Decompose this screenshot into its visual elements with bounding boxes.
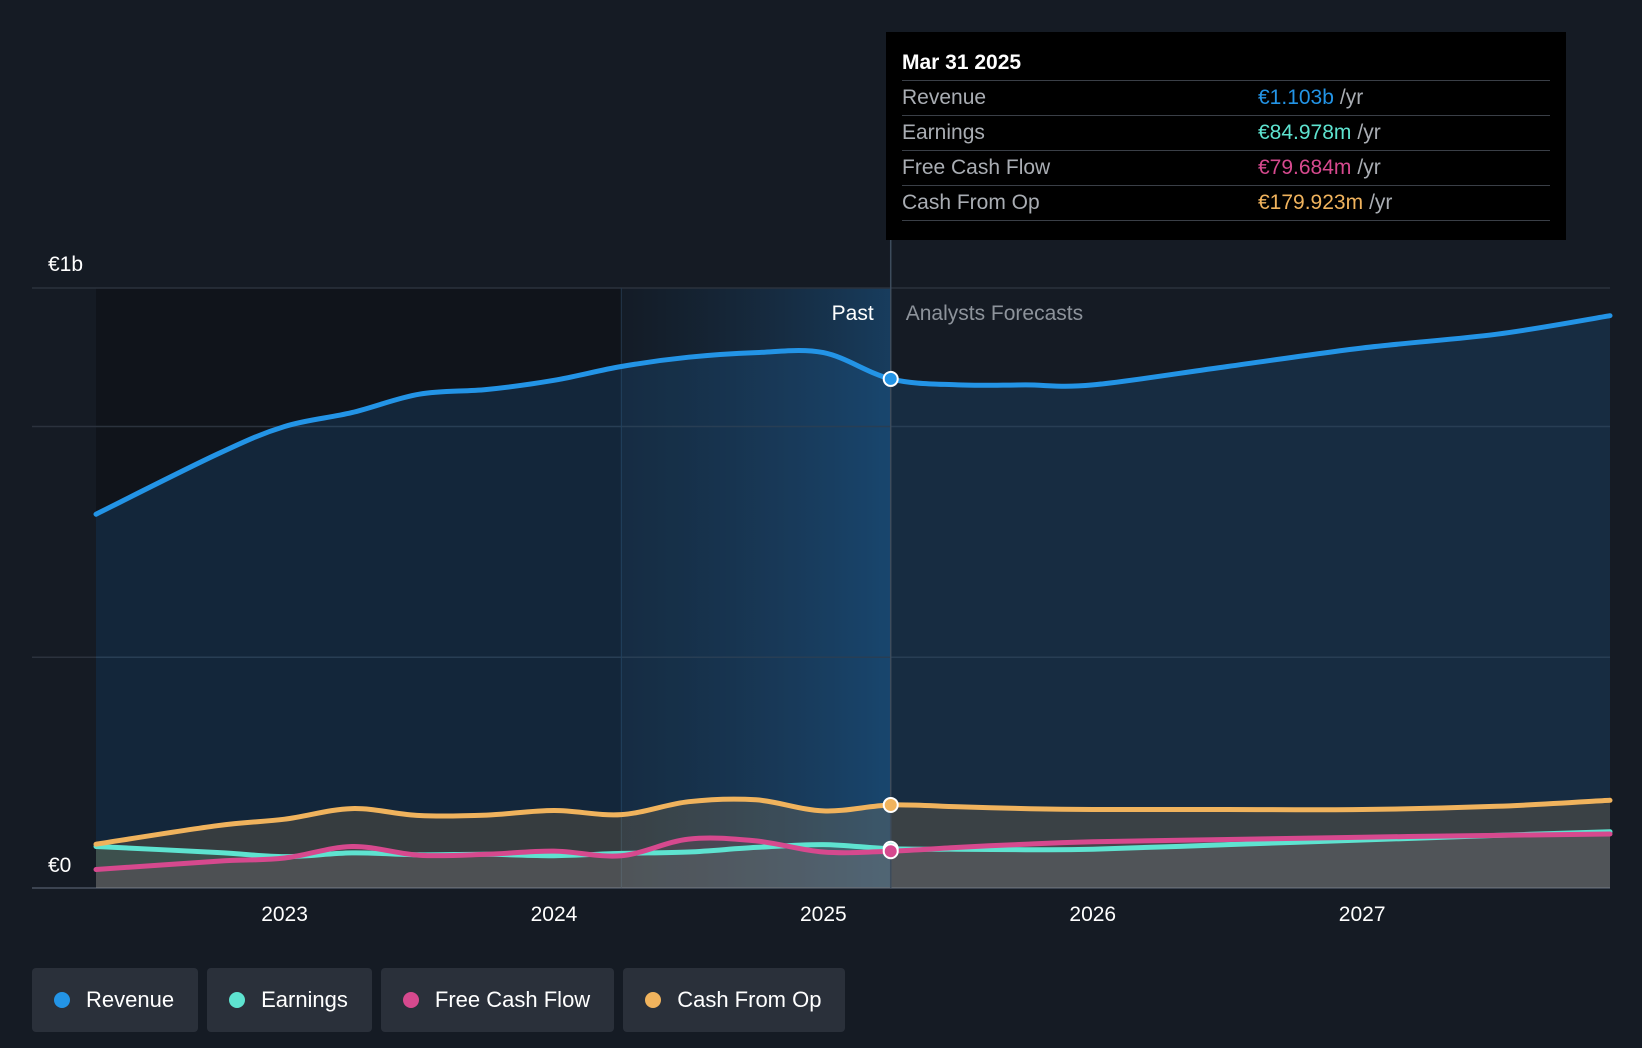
legend: Revenue Earnings Free Cash Flow Cash Fro… <box>32 968 846 1032</box>
x-tick-label: 2023 <box>261 903 308 926</box>
tooltip: Mar 31 2025 Revenue €1.103b /yr Earnings… <box>886 32 1566 240</box>
revenue-marker <box>882 370 899 387</box>
tooltip-label: Earnings <box>902 121 985 144</box>
tooltip-unit: /yr <box>1357 156 1381 179</box>
revenue-area <box>96 315 1610 888</box>
gridlines <box>32 287 1610 889</box>
series-lines <box>93 313 1613 872</box>
cash-from-op-marker <box>882 796 899 813</box>
tooltip-label: Free Cash Flow <box>902 156 1051 179</box>
legend-item-cash-from-op[interactable]: Cash From Op <box>623 968 846 1032</box>
past-shade-highlight <box>621 288 891 888</box>
legend-dot-icon <box>645 992 662 1008</box>
tooltip-value: €179.923m <box>1258 191 1364 214</box>
x-tick-label: 2026 <box>1069 903 1116 926</box>
y-tick-label: €0 <box>48 854 71 877</box>
tooltip-value: €1.103b <box>1258 86 1334 109</box>
legend-dot-icon <box>402 992 419 1008</box>
tooltip-label: Revenue <box>902 86 987 109</box>
legend-item-revenue[interactable]: Revenue <box>32 968 199 1032</box>
legend-item-free-cash-flow[interactable]: Free Cash Flow <box>380 968 615 1032</box>
legend-dot-icon <box>54 992 70 1008</box>
tooltip-date: Mar 31 2025 <box>902 51 1022 74</box>
highlight-markers <box>882 370 899 860</box>
cash-from-op-line <box>93 796 1613 847</box>
legend-item-earnings[interactable]: Earnings <box>207 968 372 1032</box>
x-tick-label: 2027 <box>1339 903 1386 926</box>
x-tick-label: 2024 <box>531 903 578 926</box>
legend-dot-icon <box>229 992 246 1008</box>
revenue-line <box>93 313 1613 517</box>
tooltip-value: €79.684m <box>1258 156 1352 179</box>
free-cash-flow-line <box>93 831 1613 872</box>
tooltip-row-cash-from-op: Cash From Op €179.923m /yr <box>902 185 1550 221</box>
tooltip-value: €84.978m <box>1258 121 1352 144</box>
series-areas <box>96 315 1610 888</box>
tooltip-row-revenue: Revenue €1.103b /yr <box>902 80 1550 115</box>
forecast-label: Analysts Forecasts <box>906 302 1083 325</box>
cash-from-op-area <box>96 799 1610 888</box>
free-cash-flow-marker <box>882 843 899 860</box>
tooltip-row-free-cash-flow: Free Cash Flow €79.684m /yr <box>902 150 1550 185</box>
tooltip-unit: /yr <box>1339 86 1364 109</box>
legend-label: Free Cash Flow <box>434 987 591 1012</box>
x-tick-label: 2025 <box>800 903 847 926</box>
x-axis-labels: 2023 2024 2025 2026 2027 <box>261 903 1385 926</box>
tooltip-unit: /yr <box>1357 121 1381 144</box>
tooltip-label: Cash From Op <box>902 191 1040 214</box>
free-cash-flow-area <box>96 834 1610 888</box>
tooltip-row-earnings: Earnings €84.978m /yr <box>902 115 1550 150</box>
legend-label: Revenue <box>86 987 175 1012</box>
y-tick-label: €1b <box>48 253 83 276</box>
legend-label: Earnings <box>261 987 348 1012</box>
legend-label: Cash From Op <box>677 987 822 1012</box>
past-label: Past <box>832 302 874 325</box>
y-axis-labels: €1b €0 <box>48 253 83 877</box>
tooltip-unit: /yr <box>1369 191 1393 214</box>
